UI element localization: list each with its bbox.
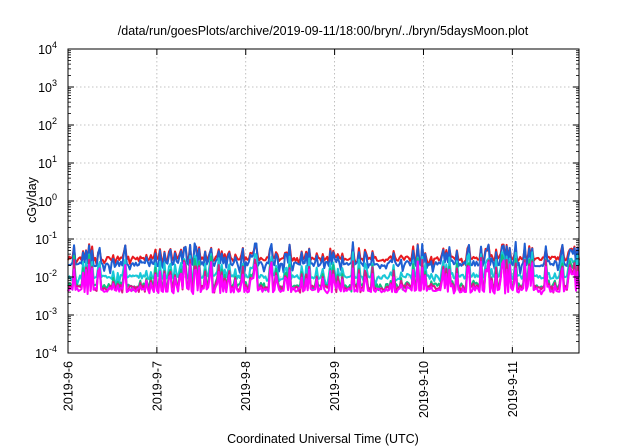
y-tick-label: 100	[38, 192, 57, 209]
plot-frame	[67, 48, 580, 354]
y-tick-label: 10-3	[35, 306, 57, 323]
x-tick-label: 2019-9-7	[150, 361, 164, 411]
series-line	[67, 259, 580, 296]
series-line	[67, 251, 580, 287]
axes	[67, 48, 580, 354]
y-tick-labels: 10-4 10-3 10-2 10-1 100 101 102 103 104	[35, 40, 57, 361]
y-tick-label: 104	[38, 40, 57, 57]
y-tick-label: 10-2	[35, 268, 57, 285]
x-tick-label: 2019-9-9	[328, 361, 342, 411]
y-tick-label: 103	[38, 78, 57, 95]
chart-title: /data/run/goesPlots/archive/2019-09-11/1…	[118, 24, 529, 38]
x-tick-labels: 2019-9-6 2019-9-7 2019-9-8 2019-9-9 2019-9-1…	[62, 361, 520, 418]
y-tick-label: 102	[38, 116, 57, 133]
y-tick-label: 10-4	[35, 344, 57, 361]
series-line	[67, 240, 580, 275]
x-tick-label: 2019-9-11	[506, 361, 520, 417]
series-layer	[67, 240, 580, 296]
y-tick-label: 101	[38, 154, 57, 171]
grid-lines	[67, 49, 579, 353]
y-axis-label: cGy/day	[25, 176, 39, 223]
x-tick-label: 2019-9-8	[239, 361, 253, 411]
x-axis-label: Coordinated Universal Time (UTC)	[227, 432, 419, 446]
x-tick-label: 2019-9-10	[417, 361, 431, 418]
y-tick-label: 10-1	[35, 230, 57, 247]
x-tick-label: 2019-9-6	[62, 361, 76, 411]
